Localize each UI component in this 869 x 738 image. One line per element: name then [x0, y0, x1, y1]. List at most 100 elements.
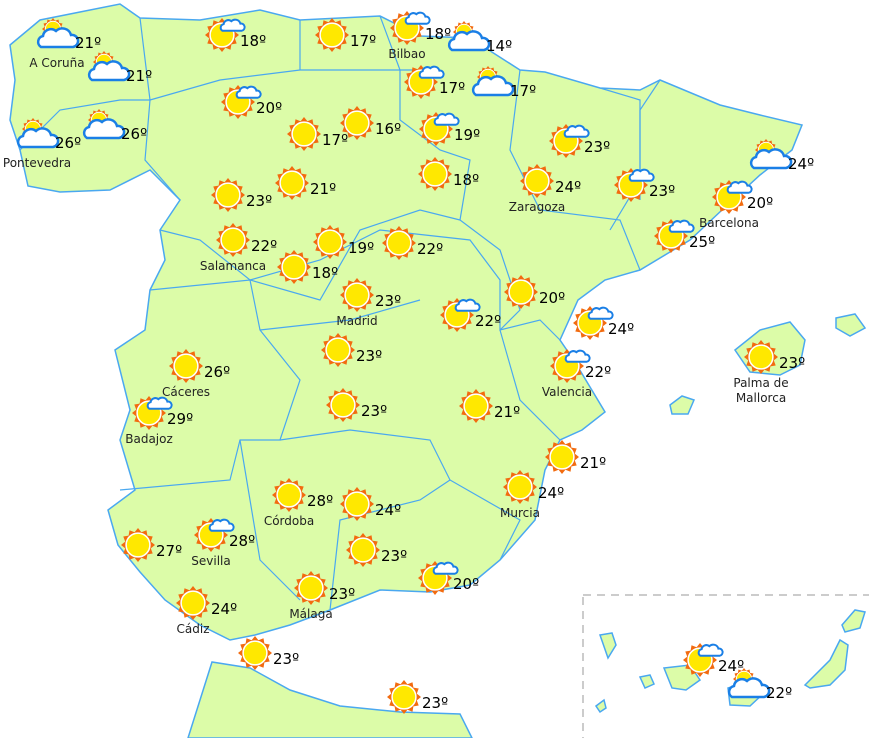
- region-border: [499, 329, 561, 441]
- temperature-label: 14º: [486, 37, 513, 55]
- sun-cloud-icon: [573, 306, 614, 340]
- cloudy-icon: [447, 21, 491, 52]
- sun-core: [344, 282, 370, 308]
- sun-core: [386, 230, 412, 256]
- sun-core: [276, 482, 302, 508]
- temperature-label: 23º: [649, 182, 676, 200]
- sun-icon: [504, 275, 538, 309]
- cloud-shape: [146, 396, 173, 410]
- sun-cloud-icon: [390, 11, 431, 45]
- temperature-label: 24º: [375, 501, 402, 519]
- city-label: Salamanca: [199, 259, 267, 273]
- sun-icon: [294, 571, 328, 605]
- land-canary3: [638, 674, 655, 689]
- sun-core: [748, 344, 774, 370]
- temperature-label: 24º: [718, 657, 745, 675]
- temperature-label: 23º: [329, 585, 356, 603]
- city-label: Barcelona: [699, 216, 759, 230]
- land-canary6: [803, 638, 849, 689]
- city-label: A Coruña: [29, 56, 85, 70]
- sun-icon: [313, 225, 347, 259]
- sun-core: [242, 640, 268, 666]
- sun-cloud-icon: [440, 298, 481, 332]
- temperature-label: 22º: [251, 237, 278, 255]
- temperature-label: 21º: [580, 454, 607, 472]
- sun-icon: [340, 106, 374, 140]
- temperature-label: 24º: [608, 320, 635, 338]
- canary-islands-inset: [582, 594, 869, 738]
- cloud-shape: [82, 118, 126, 140]
- sun-core: [215, 182, 241, 208]
- cloud-shape: [36, 27, 80, 49]
- cloud-shape: [454, 298, 481, 312]
- sun-icon: [545, 440, 579, 474]
- sun-icon: [315, 18, 349, 52]
- sun-icon: [277, 250, 311, 284]
- sun-icon: [418, 157, 452, 191]
- sun-cloud-icon: [419, 112, 460, 146]
- cloud-shape: [697, 643, 724, 657]
- city-label: Málaga: [289, 607, 333, 621]
- temperature-label: 22º: [766, 684, 793, 702]
- city-label: Valencia: [541, 385, 593, 399]
- temperature-label: 21º: [494, 403, 521, 421]
- temperature-label: 23º: [356, 347, 383, 365]
- land-africa: [187, 661, 473, 738]
- temperature-label: 18º: [240, 32, 267, 50]
- temperature-label: 29º: [167, 410, 194, 428]
- temperature-label: 23º: [273, 650, 300, 668]
- city-label: Pontevedra: [2, 156, 72, 170]
- temperature-label: 18º: [425, 25, 452, 43]
- cloud-shape: [447, 30, 491, 52]
- temperature-label: 23º: [584, 138, 611, 156]
- city-label: Palma de Mallorca: [733, 376, 789, 405]
- sun-icon: [275, 166, 309, 200]
- temperature-label: 17º: [439, 79, 466, 97]
- sun-core: [319, 22, 345, 48]
- cloudy-icon: [749, 139, 793, 170]
- temperature-label: 20º: [747, 194, 774, 212]
- sun-icon: [216, 223, 250, 257]
- temperature-label: 19º: [348, 239, 375, 257]
- sun-core: [391, 684, 417, 710]
- cloud-shape: [749, 148, 793, 170]
- sun-cloud-icon: [132, 396, 173, 430]
- cloudy-icon: [471, 66, 515, 97]
- sun-core: [344, 491, 370, 517]
- sun-core: [173, 353, 199, 379]
- cloud-shape: [726, 180, 753, 194]
- cloud-shape: [432, 561, 459, 575]
- temperature-label: 24º: [555, 178, 582, 196]
- sun-cloud-icon: [194, 518, 235, 552]
- temperature-label: 24º: [788, 155, 815, 173]
- temperature-label: 20º: [256, 99, 283, 117]
- land-canary4: [594, 698, 607, 714]
- sun-core: [281, 254, 307, 280]
- cloud-shape: [16, 127, 60, 149]
- sun-icon: [321, 333, 355, 367]
- temperature-label: 21º: [75, 34, 102, 52]
- sun-core: [279, 170, 305, 196]
- temperature-label: 25º: [689, 233, 716, 251]
- temperature-label: 23º: [381, 547, 408, 565]
- temperature-label: 17º: [510, 82, 537, 100]
- sun-core: [508, 279, 534, 305]
- cloud-shape: [471, 75, 515, 97]
- temperature-label: 22º: [417, 240, 444, 258]
- temperature-label: 26º: [204, 363, 231, 381]
- sun-icon: [238, 636, 272, 670]
- temperature-label: 28º: [307, 492, 334, 510]
- sun-core: [344, 110, 370, 136]
- region-border: [159, 209, 461, 301]
- temperature-label: 22º: [585, 363, 612, 381]
- region-border: [139, 17, 181, 201]
- region-border: [119, 279, 301, 491]
- sun-cloud-icon: [205, 18, 246, 52]
- sun-icon: [176, 586, 210, 620]
- temperature-label: 17º: [322, 131, 349, 149]
- cloud-shape: [235, 85, 262, 99]
- cloud-shape: [208, 518, 235, 532]
- temperature-label: 22º: [475, 312, 502, 330]
- sun-cloud-icon: [404, 65, 445, 99]
- weather-icons: [16, 11, 793, 714]
